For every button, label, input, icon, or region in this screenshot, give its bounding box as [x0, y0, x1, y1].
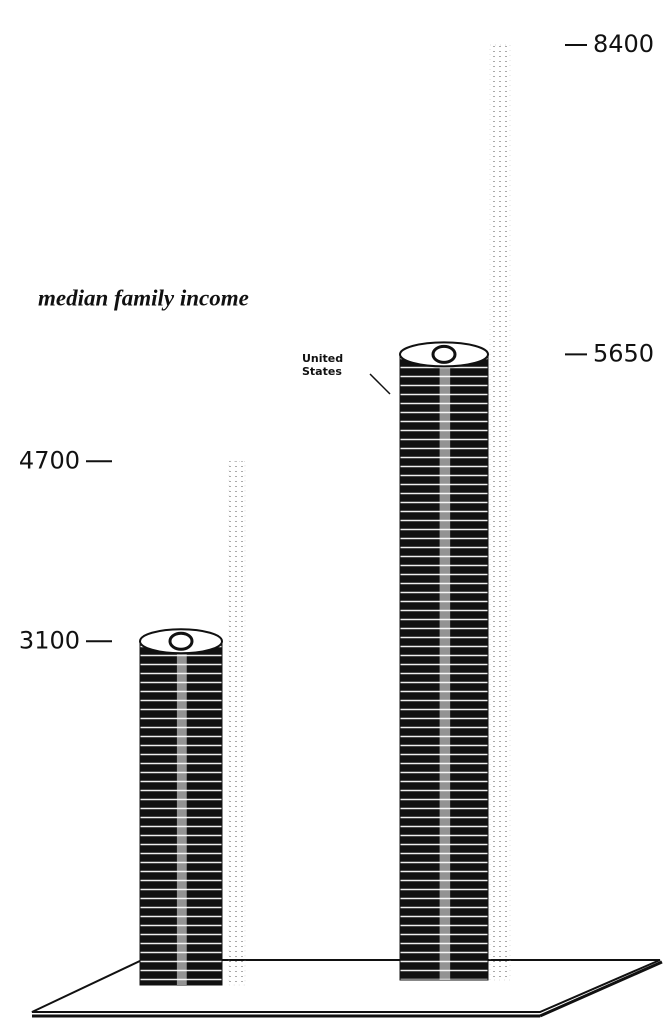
value-label: 3100 — [19, 626, 80, 654]
ghost-column — [490, 45, 510, 980]
value-label: 5650 — [593, 339, 654, 367]
page: median family income 3100 4700 5650 8400 Un… — [0, 0, 671, 1029]
coin-highlight — [440, 354, 451, 980]
marks: 3100 4700 5650 8400 — [19, 30, 654, 985]
coin-highlight — [177, 641, 187, 985]
chart: median family income 3100 4700 5650 8400 — [0, 0, 671, 1029]
ghost-column — [229, 461, 245, 985]
leader-line — [370, 374, 390, 394]
value-label: 4700 — [19, 446, 80, 474]
value-label: 8400 — [593, 30, 654, 58]
category-label: United States — [302, 352, 358, 378]
chart-title: median family income — [38, 285, 249, 310]
